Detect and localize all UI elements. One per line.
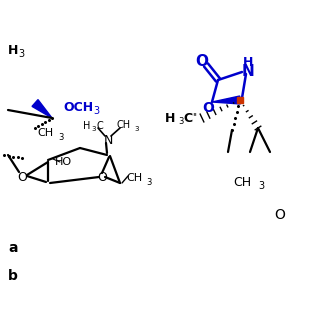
Text: CH: CH bbox=[126, 173, 142, 183]
Text: HO: HO bbox=[55, 157, 72, 167]
Text: CH: CH bbox=[233, 175, 251, 188]
Text: 3: 3 bbox=[134, 126, 139, 132]
Text: H: H bbox=[164, 111, 175, 124]
Text: 3: 3 bbox=[178, 116, 183, 125]
Text: O: O bbox=[196, 53, 209, 68]
Text: CH: CH bbox=[37, 128, 53, 138]
Text: O: O bbox=[97, 171, 107, 183]
Text: H: H bbox=[83, 121, 90, 131]
Text: N: N bbox=[242, 63, 254, 78]
Text: b: b bbox=[8, 269, 18, 283]
Text: N: N bbox=[103, 133, 113, 147]
Text: 3: 3 bbox=[146, 178, 151, 187]
Text: H: H bbox=[243, 55, 253, 68]
Text: 3: 3 bbox=[93, 106, 99, 116]
Text: a: a bbox=[8, 241, 18, 255]
Text: O: O bbox=[17, 171, 27, 183]
Text: 3: 3 bbox=[91, 126, 95, 132]
Polygon shape bbox=[212, 96, 240, 104]
Text: O: O bbox=[275, 208, 285, 222]
Text: C: C bbox=[183, 111, 192, 124]
Text: 3: 3 bbox=[18, 49, 24, 59]
Text: OCH: OCH bbox=[63, 100, 93, 114]
Text: O: O bbox=[202, 101, 214, 115]
Text: C: C bbox=[96, 121, 103, 131]
Text: H: H bbox=[8, 44, 18, 57]
Text: CH: CH bbox=[116, 120, 130, 130]
Text: 3: 3 bbox=[258, 181, 264, 191]
Text: 3: 3 bbox=[58, 132, 63, 141]
Text: '': '' bbox=[192, 112, 197, 122]
Polygon shape bbox=[32, 100, 52, 118]
